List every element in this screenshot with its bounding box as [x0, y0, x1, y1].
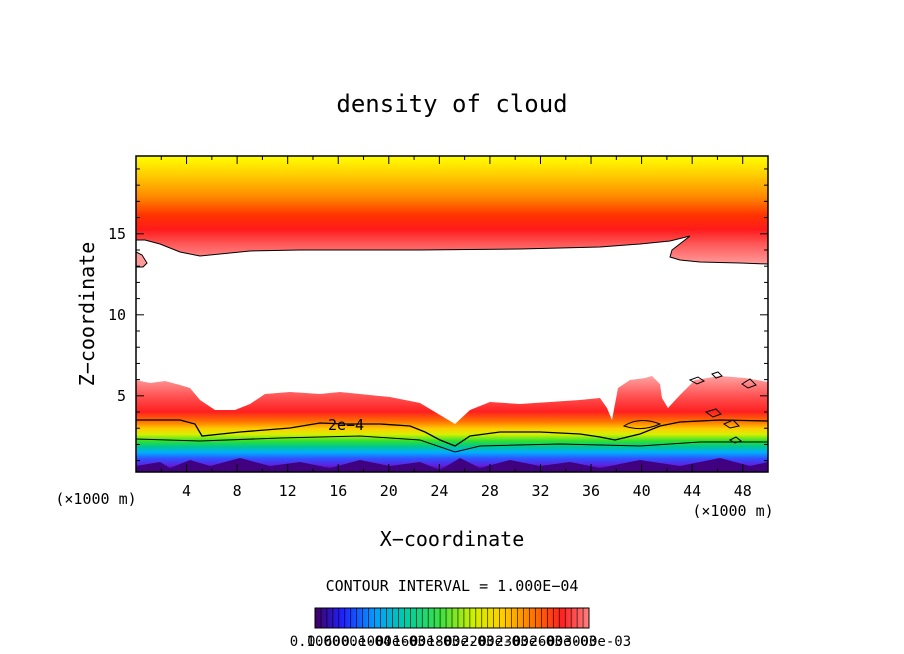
plot-area [136, 156, 768, 472]
x-tick-label: 20 [380, 482, 398, 500]
colorbar-label: 0.1600e-03 [376, 634, 460, 650]
colorbar-labels: 0.10000.6000e-040.1000e-030.1600e-030.18… [290, 634, 631, 650]
contour-line-lower [136, 435, 768, 453]
plot-frame [135, 155, 769, 473]
colorbar-label: 0.1000 [290, 634, 341, 650]
colorbar-bands [320, 608, 584, 628]
colorbar-label: 0.1800e-03 [410, 634, 494, 650]
y-axis-ticks: 5 10 15 [108, 168, 768, 462]
x-unit-right: (×1000 m) [692, 502, 773, 520]
colorbar-label: 0.1000e-03 [341, 634, 425, 650]
y-tick-label: 10 [108, 306, 126, 324]
x-tick-label: 12 [279, 482, 297, 500]
x-tick-label: 48 [734, 482, 752, 500]
ground-ragged-edge [136, 458, 768, 472]
contour-interval: CONTOUR INTERVAL = 1.000E−04 [326, 577, 579, 595]
chart-title: density of cloud [336, 90, 567, 118]
left-cloud-blob [136, 251, 148, 268]
contour-line-2e-4 [136, 419, 768, 447]
y-axis-label: Z−coordinate [75, 242, 99, 387]
x-tick-label: 44 [683, 482, 701, 500]
x-tick-label: 32 [531, 482, 549, 500]
colorbar-label: 0.6000e-04 [307, 634, 391, 650]
x-tick-label: 16 [329, 482, 347, 500]
contour-label: 2e−4 [328, 416, 364, 434]
upper-cloud-edge [136, 235, 768, 265]
x-tick-label: 24 [430, 482, 448, 500]
x-unit-left: (×1000 m) [55, 490, 136, 508]
contour-loop [622, 420, 662, 430]
x-tick-label: 4 [182, 482, 191, 500]
x-tick-label: 28 [481, 482, 499, 500]
upper-cloud-layer [136, 156, 768, 264]
colorbar-label: 0.2300e-03 [478, 634, 562, 650]
y-tick-label: 5 [117, 387, 126, 405]
x-tick-label: 8 [233, 482, 242, 500]
colorbar-label: 0.3000e-03 [547, 634, 631, 650]
colorbar-label: 0.2200e-03 [444, 634, 528, 650]
x-axis-label: X−coordinate [380, 527, 525, 551]
contour-noise [688, 371, 757, 444]
x-axis-ticks: 4 8 12 16 20 24 28 32 36 40 44 48 [160, 156, 752, 500]
x-tick-label: 36 [582, 482, 600, 500]
x-tick-label: 40 [633, 482, 651, 500]
colorbar-label: 0.2600e-03 [513, 634, 597, 650]
y-tick-label: 15 [108, 225, 126, 243]
lower-cloud-layer [136, 376, 768, 472]
